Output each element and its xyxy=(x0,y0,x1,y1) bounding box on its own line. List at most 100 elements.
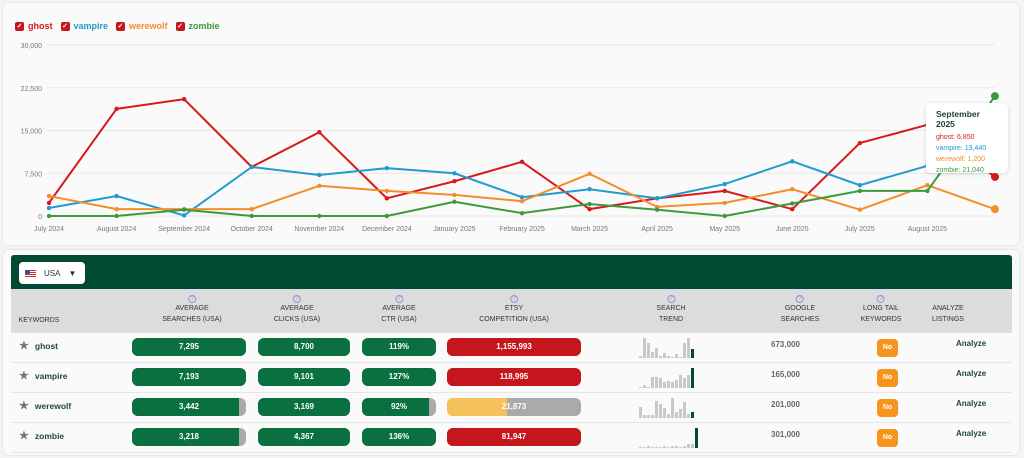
data-point-ghost[interactable] xyxy=(790,206,795,212)
data-point-werewolf[interactable] xyxy=(990,205,999,214)
ctr-value: 136% xyxy=(388,432,410,441)
legend-item-vampire[interactable]: ✓ vampire xyxy=(60,21,109,31)
ctr-pill: 119% xyxy=(362,338,436,356)
data-point-vampire[interactable] xyxy=(857,183,863,188)
data-point-vampire[interactable] xyxy=(452,171,457,176)
help-icon[interactable]: ? xyxy=(394,295,403,303)
data-point-ghost[interactable] xyxy=(587,206,592,212)
table-row: ★ vampire 7,193 9,101 127% 118,995 165,000 No An… xyxy=(11,363,1012,393)
data-point-vampire[interactable] xyxy=(790,159,795,164)
data-point-zombie[interactable] xyxy=(519,210,525,216)
data-point-werewolf[interactable] xyxy=(857,207,863,212)
data-point-ghost[interactable] xyxy=(519,159,525,165)
data-point-werewolf[interactable] xyxy=(114,206,119,212)
checkbox-checked-icon[interactable]: ✓ xyxy=(15,21,24,31)
data-point-werewolf[interactable] xyxy=(925,183,930,188)
header-label-line1: ETSY xyxy=(504,305,524,312)
data-point-werewolf[interactable] xyxy=(722,200,727,206)
star-icon[interactable]: ★ xyxy=(19,370,29,382)
checkbox-checked-icon[interactable]: ✓ xyxy=(60,21,70,31)
data-point-ghost[interactable] xyxy=(114,106,119,112)
data-point-vampire[interactable] xyxy=(249,164,254,170)
data-point-vampire[interactable] xyxy=(519,194,525,200)
trend-bar xyxy=(655,348,658,358)
data-point-werewolf[interactable] xyxy=(519,198,525,204)
data-point-zombie[interactable] xyxy=(925,188,930,194)
data-point-werewolf[interactable] xyxy=(317,183,322,188)
data-point-zombie[interactable] xyxy=(181,207,187,212)
data-point-vampire[interactable] xyxy=(384,165,390,171)
data-point-werewolf[interactable] xyxy=(587,171,592,177)
trend-bar xyxy=(651,447,654,448)
data-point-ghost[interactable] xyxy=(317,130,322,135)
data-point-werewolf[interactable] xyxy=(249,206,254,212)
header-label-line2: CTR (USA) xyxy=(381,315,417,323)
clicks-pill: 8,700 xyxy=(258,338,350,356)
data-point-zombie[interactable] xyxy=(384,213,390,219)
keyword-text: ghost xyxy=(34,340,59,351)
searches-value: 7,295 xyxy=(178,342,200,351)
header-label-line1: GOOGLE xyxy=(784,305,816,312)
star-icon[interactable]: ★ xyxy=(19,400,29,412)
legend-item-werewolf[interactable]: ✓ werewolf xyxy=(116,21,168,31)
checkbox-checked-icon[interactable]: ✓ xyxy=(116,21,126,31)
legend-label: vampire xyxy=(73,21,109,31)
data-point-zombie[interactable] xyxy=(722,213,727,219)
star-icon[interactable]: ★ xyxy=(19,430,29,442)
data-point-zombie[interactable] xyxy=(654,207,660,212)
data-point-ghost[interactable] xyxy=(857,140,863,146)
data-point-werewolf[interactable] xyxy=(452,192,457,198)
data-point-werewolf[interactable] xyxy=(46,193,52,199)
data-point-ghost[interactable] xyxy=(181,96,187,102)
data-point-vampire[interactable] xyxy=(114,193,119,199)
help-icon[interactable]: ? xyxy=(292,295,301,303)
analyze-link[interactable]: Analyze xyxy=(956,429,987,438)
data-point-ghost[interactable] xyxy=(990,172,999,181)
help-icon[interactable]: ? xyxy=(187,295,196,303)
data-point-zombie[interactable] xyxy=(857,188,863,194)
data-point-zombie[interactable] xyxy=(46,213,52,219)
data-point-zombie[interactable] xyxy=(990,92,999,101)
data-point-vampire[interactable] xyxy=(317,172,322,178)
ctr-pill: 127% xyxy=(362,368,436,386)
long-tail-badge[interactable]: No xyxy=(877,399,898,417)
data-point-ghost[interactable] xyxy=(722,188,727,194)
data-point-vampire[interactable] xyxy=(654,196,660,201)
legend-item-ghost[interactable]: ✓ ghost xyxy=(15,21,53,31)
trend-bar xyxy=(671,446,674,448)
data-point-werewolf[interactable] xyxy=(790,187,795,192)
trend-bar xyxy=(639,406,642,418)
data-point-vampire[interactable] xyxy=(46,205,52,211)
long-tail-badge[interactable]: No xyxy=(877,369,898,387)
header-label-line2: LISTINGS xyxy=(932,315,964,323)
checkbox-checked-icon[interactable]: ✓ xyxy=(175,21,185,31)
data-point-vampire[interactable] xyxy=(722,181,727,187)
trend-bar xyxy=(691,349,694,358)
analyze-link[interactable]: Analyze xyxy=(956,399,987,408)
help-icon[interactable]: ? xyxy=(877,295,885,303)
data-point-werewolf[interactable] xyxy=(384,188,390,194)
data-point-vampire[interactable] xyxy=(181,213,187,218)
help-icon[interactable]: ? xyxy=(667,295,675,303)
analyze-link[interactable]: Analyze xyxy=(956,339,987,348)
country-select[interactable]: USA ▼ xyxy=(19,262,85,284)
data-point-zombie[interactable] xyxy=(317,213,322,219)
data-point-ghost[interactable] xyxy=(384,196,390,201)
long-tail-badge[interactable]: No xyxy=(877,429,898,447)
data-point-zombie[interactable] xyxy=(587,201,592,207)
help-icon[interactable]: ? xyxy=(795,295,804,303)
analyze-link[interactable]: Analyze xyxy=(956,369,987,378)
legend-item-zombie[interactable]: ✓ zombie xyxy=(175,21,220,31)
etsy-value: 1,155,993 xyxy=(496,342,532,351)
data-point-zombie[interactable] xyxy=(249,213,254,219)
help-icon[interactable]: ? xyxy=(510,295,518,303)
star-icon[interactable]: ★ xyxy=(19,340,29,352)
data-point-zombie[interactable] xyxy=(452,199,457,204)
data-point-ghost[interactable] xyxy=(46,200,52,206)
data-point-ghost[interactable] xyxy=(452,179,457,184)
trend-bar xyxy=(639,447,642,448)
data-point-zombie[interactable] xyxy=(790,201,795,206)
data-point-vampire[interactable] xyxy=(587,187,592,192)
data-point-zombie[interactable] xyxy=(114,213,119,219)
long-tail-badge[interactable]: No xyxy=(877,339,898,357)
